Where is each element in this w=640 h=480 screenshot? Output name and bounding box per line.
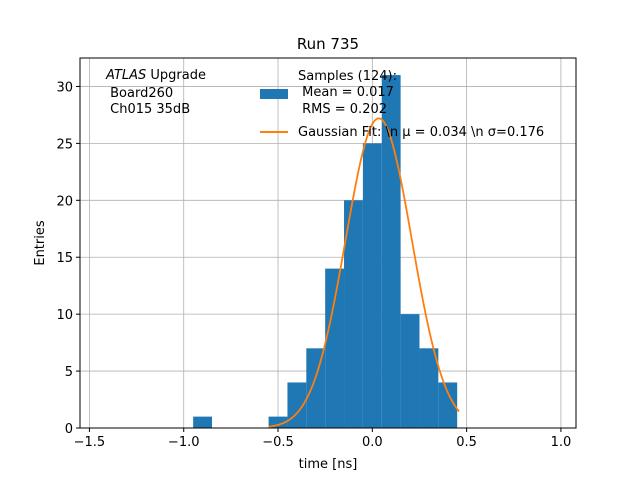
- plot-frame: [79, 57, 577, 429]
- legend-samples-line-1: Samples (124):: [298, 69, 397, 84]
- x-tick-label: −0.5: [262, 435, 294, 450]
- legend-samples-swatch: [260, 89, 288, 99]
- chart-title: Run 735: [297, 35, 359, 53]
- y-tick-label: 25: [56, 137, 73, 152]
- annotation-atlas: ATLAS: [105, 68, 146, 83]
- y-axis-label: Entries: [33, 220, 48, 266]
- y-tick-label: 15: [56, 251, 73, 266]
- histogram-bar: [193, 416, 213, 428]
- histogram-bar: [362, 143, 382, 428]
- annotation-upgrade: Upgrade: [146, 68, 206, 83]
- y-tick-label: 20: [56, 194, 73, 209]
- gaussian-fit: [268, 117, 460, 428]
- legend-samples-line-2: Mean = 0.017: [298, 85, 394, 100]
- histogram-bar: [268, 416, 288, 428]
- x-tick-label: 0.0: [362, 435, 383, 450]
- gaussian-fit-curve: [268, 117, 460, 428]
- histogram-bar: [400, 314, 420, 428]
- histogram-bar: [325, 268, 345, 428]
- annotation-line-2: Board260: [106, 86, 173, 101]
- x-tick-label: −1.5: [74, 435, 106, 450]
- legend: Samples (124): Mean = 0.017 RMS = 0.202 …: [260, 69, 544, 140]
- x-tick-label: −1.0: [168, 435, 200, 450]
- y-tick-label: 10: [56, 308, 73, 323]
- x-axis-ticks: −1.5 −1.0 −0.5 0.0 0.5 1.0: [74, 428, 572, 450]
- histogram-bar: [438, 382, 458, 428]
- y-tick-label: 0: [65, 422, 73, 437]
- x-axis-label: time [ns]: [299, 457, 358, 472]
- y-tick-label: 5: [65, 365, 73, 380]
- x-tick-label: 0.5: [456, 435, 477, 450]
- atlas-annotation: ATLAS Upgrade Board260 Ch015 35dB: [105, 68, 206, 117]
- histogram-bar: [306, 348, 326, 428]
- y-tick-label: 30: [56, 80, 73, 95]
- annotation-line-1: ATLAS Upgrade: [105, 68, 206, 83]
- grid: [80, 58, 576, 429]
- legend-fit-label: Gaussian Fit: \n μ = 0.034 \n σ=0.176: [298, 125, 544, 140]
- histogram-bar: [419, 348, 439, 428]
- annotation-line-3: Ch015 35dB: [106, 102, 190, 117]
- legend-samples-line-3: RMS = 0.202: [298, 102, 387, 117]
- histogram-bars: [193, 75, 458, 429]
- histogram-bar: [344, 200, 363, 428]
- histogram-bar: [381, 75, 401, 429]
- y-axis-ticks: 0 5 10 15 20 25 30: [56, 80, 80, 437]
- x-tick-label: 1.0: [551, 435, 572, 450]
